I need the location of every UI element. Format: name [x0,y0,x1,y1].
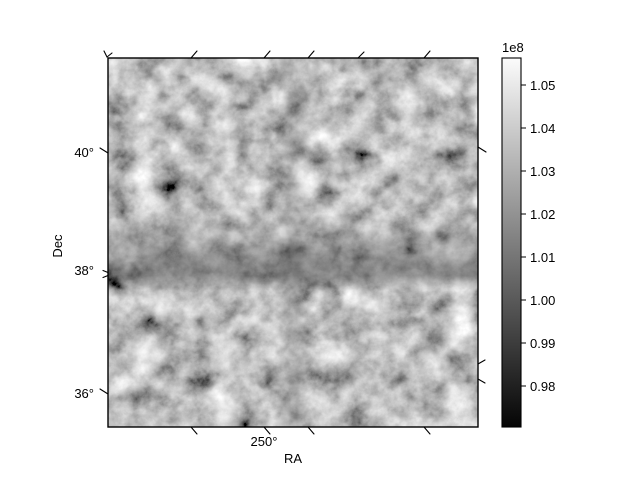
svg-text:1.05: 1.05 [530,78,555,93]
svg-text:40°: 40° [74,145,94,160]
svg-text:0.98: 0.98 [530,379,555,394]
svg-text:38°: 38° [74,263,94,278]
svg-text:Dec: Dec [50,234,65,258]
svg-text:1e8: 1e8 [502,40,524,55]
svg-text:0.99: 0.99 [530,336,555,351]
svg-text:36°: 36° [74,386,94,401]
svg-text:250°: 250° [251,434,278,449]
svg-text:1.01: 1.01 [530,250,555,265]
svg-text:1.02: 1.02 [530,207,555,222]
svg-text:RA: RA [284,451,302,466]
svg-text:1.04: 1.04 [530,121,555,136]
svg-text:1.00: 1.00 [530,293,555,308]
svg-text:1.03: 1.03 [530,164,555,179]
